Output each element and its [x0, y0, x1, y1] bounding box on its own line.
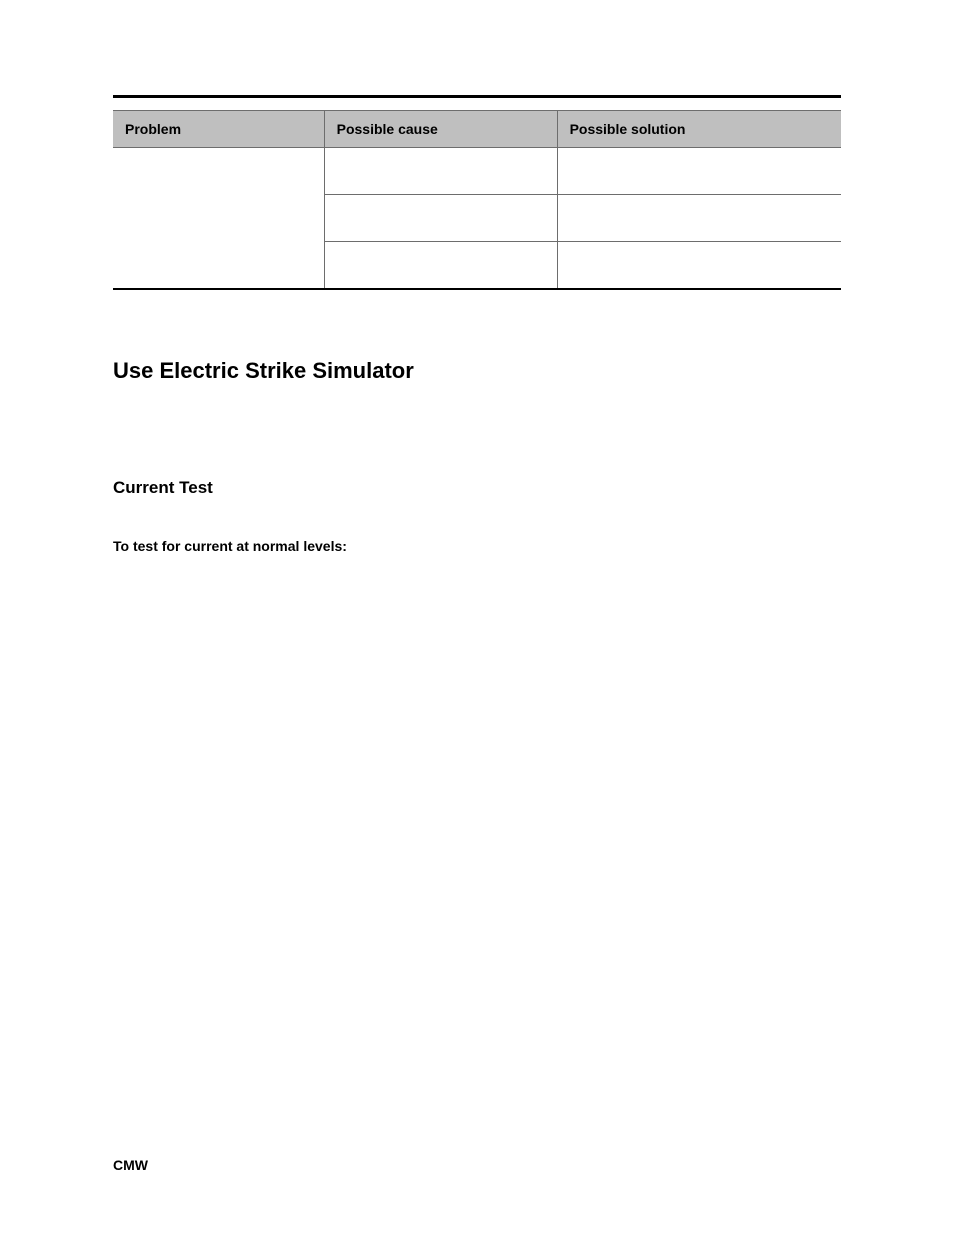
troubleshooting-table: Problem Possible cause Possible solution — [113, 110, 841, 290]
cell-cause — [324, 148, 557, 195]
cell-problem — [113, 242, 324, 289]
cell-solution — [557, 148, 841, 195]
column-header-cause: Possible cause — [324, 111, 557, 148]
cell-cause — [324, 195, 557, 242]
column-header-problem: Problem — [113, 111, 324, 148]
footer-label: CMW — [113, 1157, 148, 1173]
table-row — [113, 242, 841, 289]
table-row — [113, 148, 841, 195]
section-heading-h3: To test for current at normal levels: — [113, 538, 841, 554]
top-divider — [113, 95, 841, 98]
section-heading-h2: Current Test — [113, 478, 841, 498]
cell-cause — [324, 242, 557, 289]
column-header-solution: Possible solution — [557, 111, 841, 148]
table-row — [113, 195, 841, 242]
cell-solution — [557, 242, 841, 289]
cell-problem — [113, 148, 324, 195]
table-header-row: Problem Possible cause Possible solution — [113, 111, 841, 148]
section-heading-h1: Use Electric Strike Simulator — [113, 358, 841, 384]
cell-problem — [113, 195, 324, 242]
cell-solution — [557, 195, 841, 242]
page-content: Problem Possible cause Possible solution — [0, 0, 954, 554]
